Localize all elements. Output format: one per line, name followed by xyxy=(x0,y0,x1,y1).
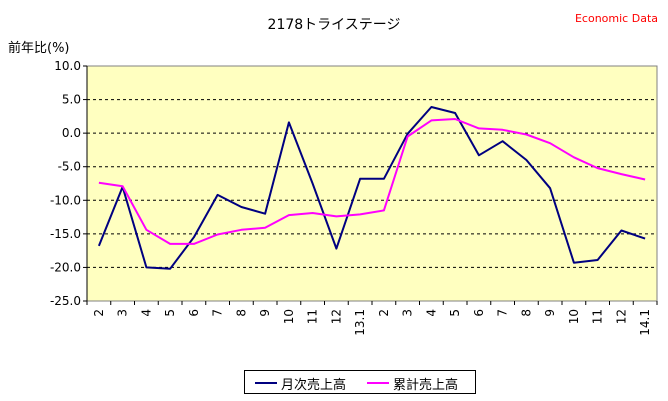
x-tick-label: 7 xyxy=(211,309,225,317)
y-tick-label: -25.0 xyxy=(50,294,81,308)
x-tick-label: 2 xyxy=(92,309,106,317)
x-tick-label: 9 xyxy=(543,309,557,317)
legend: 月次売上高 累計売上高 xyxy=(244,370,476,394)
x-tick-label: 6 xyxy=(472,309,486,317)
x-tick-label: 4 xyxy=(139,309,153,317)
x-tick-label: 13.1 xyxy=(353,309,367,336)
legend-label-cumulative: 累計売上高 xyxy=(393,378,459,393)
x-tick-label: 3 xyxy=(116,309,130,317)
y-tick-label: 5.0 xyxy=(62,93,81,107)
y-tick-label: -5.0 xyxy=(58,160,81,174)
chart-title: 2178トライステージ xyxy=(267,17,401,33)
legend-label-monthly: 月次売上高 xyxy=(281,378,347,393)
x-tick-label: 4 xyxy=(424,309,438,317)
source-label: Economic Data xyxy=(574,12,658,25)
x-tick-label: 2 xyxy=(377,309,391,317)
x-tick-label: 9 xyxy=(258,309,272,317)
x-tick-label: 8 xyxy=(519,309,533,317)
x-tick-label: 7 xyxy=(496,309,510,317)
legend-line-monthly xyxy=(255,382,277,384)
series-line-monthly xyxy=(97,106,646,270)
x-tick-label: 11 xyxy=(591,309,605,324)
y-axis-label: 前年比(%) xyxy=(8,41,70,56)
y-tick-label: -20.0 xyxy=(50,260,81,274)
x-tick-label: 12 xyxy=(614,309,628,324)
x-tick-label: 6 xyxy=(187,309,201,317)
y-tick-label: 10.0 xyxy=(54,59,81,73)
x-tick-label: 5 xyxy=(163,309,177,317)
x-tick-label: 10 xyxy=(282,309,296,324)
x-tick-label: 14.1 xyxy=(638,309,652,336)
x-tick-label: 10 xyxy=(567,309,581,324)
plot-area xyxy=(86,65,658,302)
series-line-cumulative xyxy=(98,118,646,245)
x-tick-label: 5 xyxy=(448,309,462,317)
x-tick-label: 8 xyxy=(234,309,248,317)
y-tick-label: -10.0 xyxy=(50,193,81,207)
x-tick-label: 3 xyxy=(401,309,415,317)
y-tick-label: 0.0 xyxy=(62,126,81,140)
y-tick-label: -15.0 xyxy=(50,227,81,241)
x-tick-label: 12 xyxy=(329,309,343,324)
legend-line-cumulative xyxy=(367,382,389,384)
x-tick-label: 11 xyxy=(306,309,320,324)
